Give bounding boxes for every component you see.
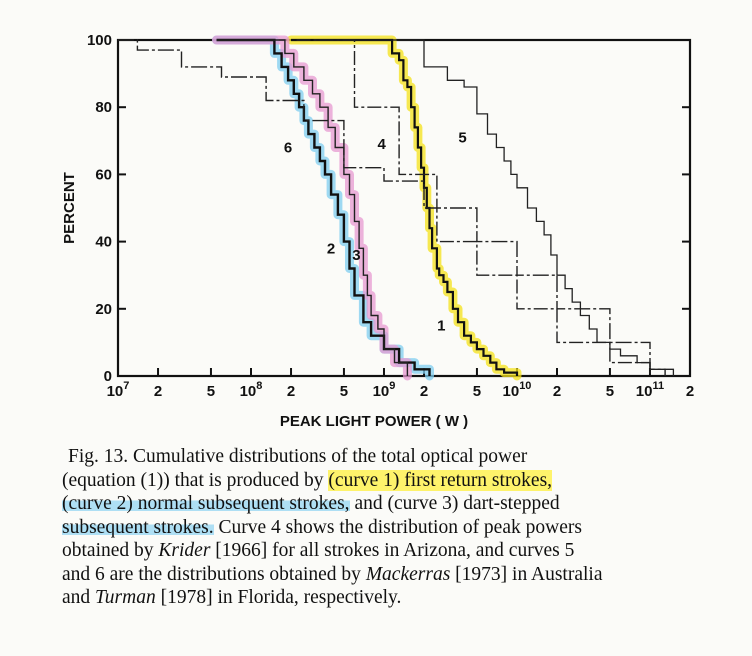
curve-1-label: 1 [437, 318, 445, 335]
x-tick-label: 5 [606, 383, 614, 400]
caption-segment: Turman [95, 587, 156, 608]
caption-segment: Curve 4 shows the distribution of peak p… [213, 516, 582, 538]
x-tick-label: 107 [107, 380, 130, 400]
caption-line: (curve 2) normal subsequent strokes, and… [62, 492, 716, 516]
curve-5-label: 5 [458, 129, 466, 146]
caption-segment: and (curve 3) dart-stepped [349, 493, 560, 514]
curve-6-line [118, 39, 666, 376]
caption-segment: Krider [158, 540, 211, 561]
x-tick-label: 109 [373, 380, 396, 400]
caption-line: obtained by Krider [1966] for all stroke… [62, 539, 716, 563]
x-tick-label: 2 [287, 383, 295, 400]
curve-5-line [314, 39, 675, 376]
chart-svg: 0 20 40 60 80 100 107 2 5 108 2 5 109 2 5 1010 2 5 1011 2 PE… [61, 32, 694, 430]
caption-line: Fig. 13. Cumulative distributions of the… [62, 445, 716, 469]
curve-4-label: 4 [377, 136, 386, 153]
curve-2-label: 2 [327, 240, 335, 257]
caption-segment: subsequent strokes. [62, 516, 214, 538]
x-tick-label: 5 [340, 383, 348, 400]
caption-segment: and [62, 587, 96, 608]
curve-1-highlight [286, 35, 522, 381]
x-axis-title: PEAK LIGHT POWER ( W ) [280, 413, 468, 430]
y-tick-label-60: 60 [95, 166, 112, 183]
x-tick-label: 5 [473, 383, 481, 400]
caption-segment: Fig. 13. Cumulative distributions of the… [68, 446, 528, 467]
caption-line: subsequent strokes. Curve 4 shows the di… [62, 516, 716, 540]
y-tick-label-100: 100 [87, 32, 112, 49]
chart-area: 0 20 40 60 80 100 107 2 5 108 2 5 109 2 5 1010 2 5 1011 2 PE… [61, 32, 694, 430]
curve-4-line [296, 39, 651, 376]
y-tick-label-40: 40 [95, 234, 112, 251]
caption-segment: and 6 are the distributions obtained by [62, 563, 366, 585]
figure-caption: Fig. 13. Cumulative distributions of the… [62, 445, 716, 610]
y-axis-title: PERCENT [61, 172, 78, 244]
y-tick-label-20: 20 [95, 301, 112, 318]
caption-segment: Mackerras [365, 563, 451, 585]
x-tick-label: 1011 [636, 380, 664, 400]
caption-segment: [1978] in Florida, respectively. [155, 587, 402, 608]
caption-line: and 6 are the distributions obtained by … [62, 563, 716, 587]
x-tick-label: 5 [207, 383, 215, 400]
caption-line: (equation (1)) that is produced by (curv… [62, 469, 716, 493]
curve-3-label: 3 [352, 247, 360, 264]
caption-segment: [1966] for all strokes in Arizona, and c… [210, 540, 575, 561]
caption-segment: (equation (1)) that is produced by [62, 469, 329, 491]
y-tick-label-80: 80 [95, 99, 112, 116]
caption-segment: (curve 2) normal subsequent strokes, [62, 493, 350, 514]
caption-segment: [1973] in Australia [450, 563, 603, 585]
curve-3-line [216, 39, 409, 376]
plot-frame [116, 38, 692, 378]
x-tick-label: 2 [420, 383, 428, 400]
caption-line: and Turman [1978] in Florida, respective… [62, 586, 716, 610]
caption-segment: obtained by [62, 540, 159, 561]
curve-1-line [291, 38, 519, 376]
x-tick-label: 1010 [503, 380, 532, 400]
x-tick-label: 108 [240, 380, 263, 400]
caption-segment: (curve 1) first return strokes, [328, 469, 553, 491]
y-tick-label-0: 0 [104, 368, 112, 385]
curve-2-highlight [212, 35, 434, 381]
x-tick-label: 2 [154, 383, 162, 400]
x-tick-label: 2 [553, 383, 561, 400]
curve-6-label: 6 [284, 140, 292, 157]
curve-2-line [216, 38, 431, 376]
x-tick-label: 2 [686, 383, 694, 400]
